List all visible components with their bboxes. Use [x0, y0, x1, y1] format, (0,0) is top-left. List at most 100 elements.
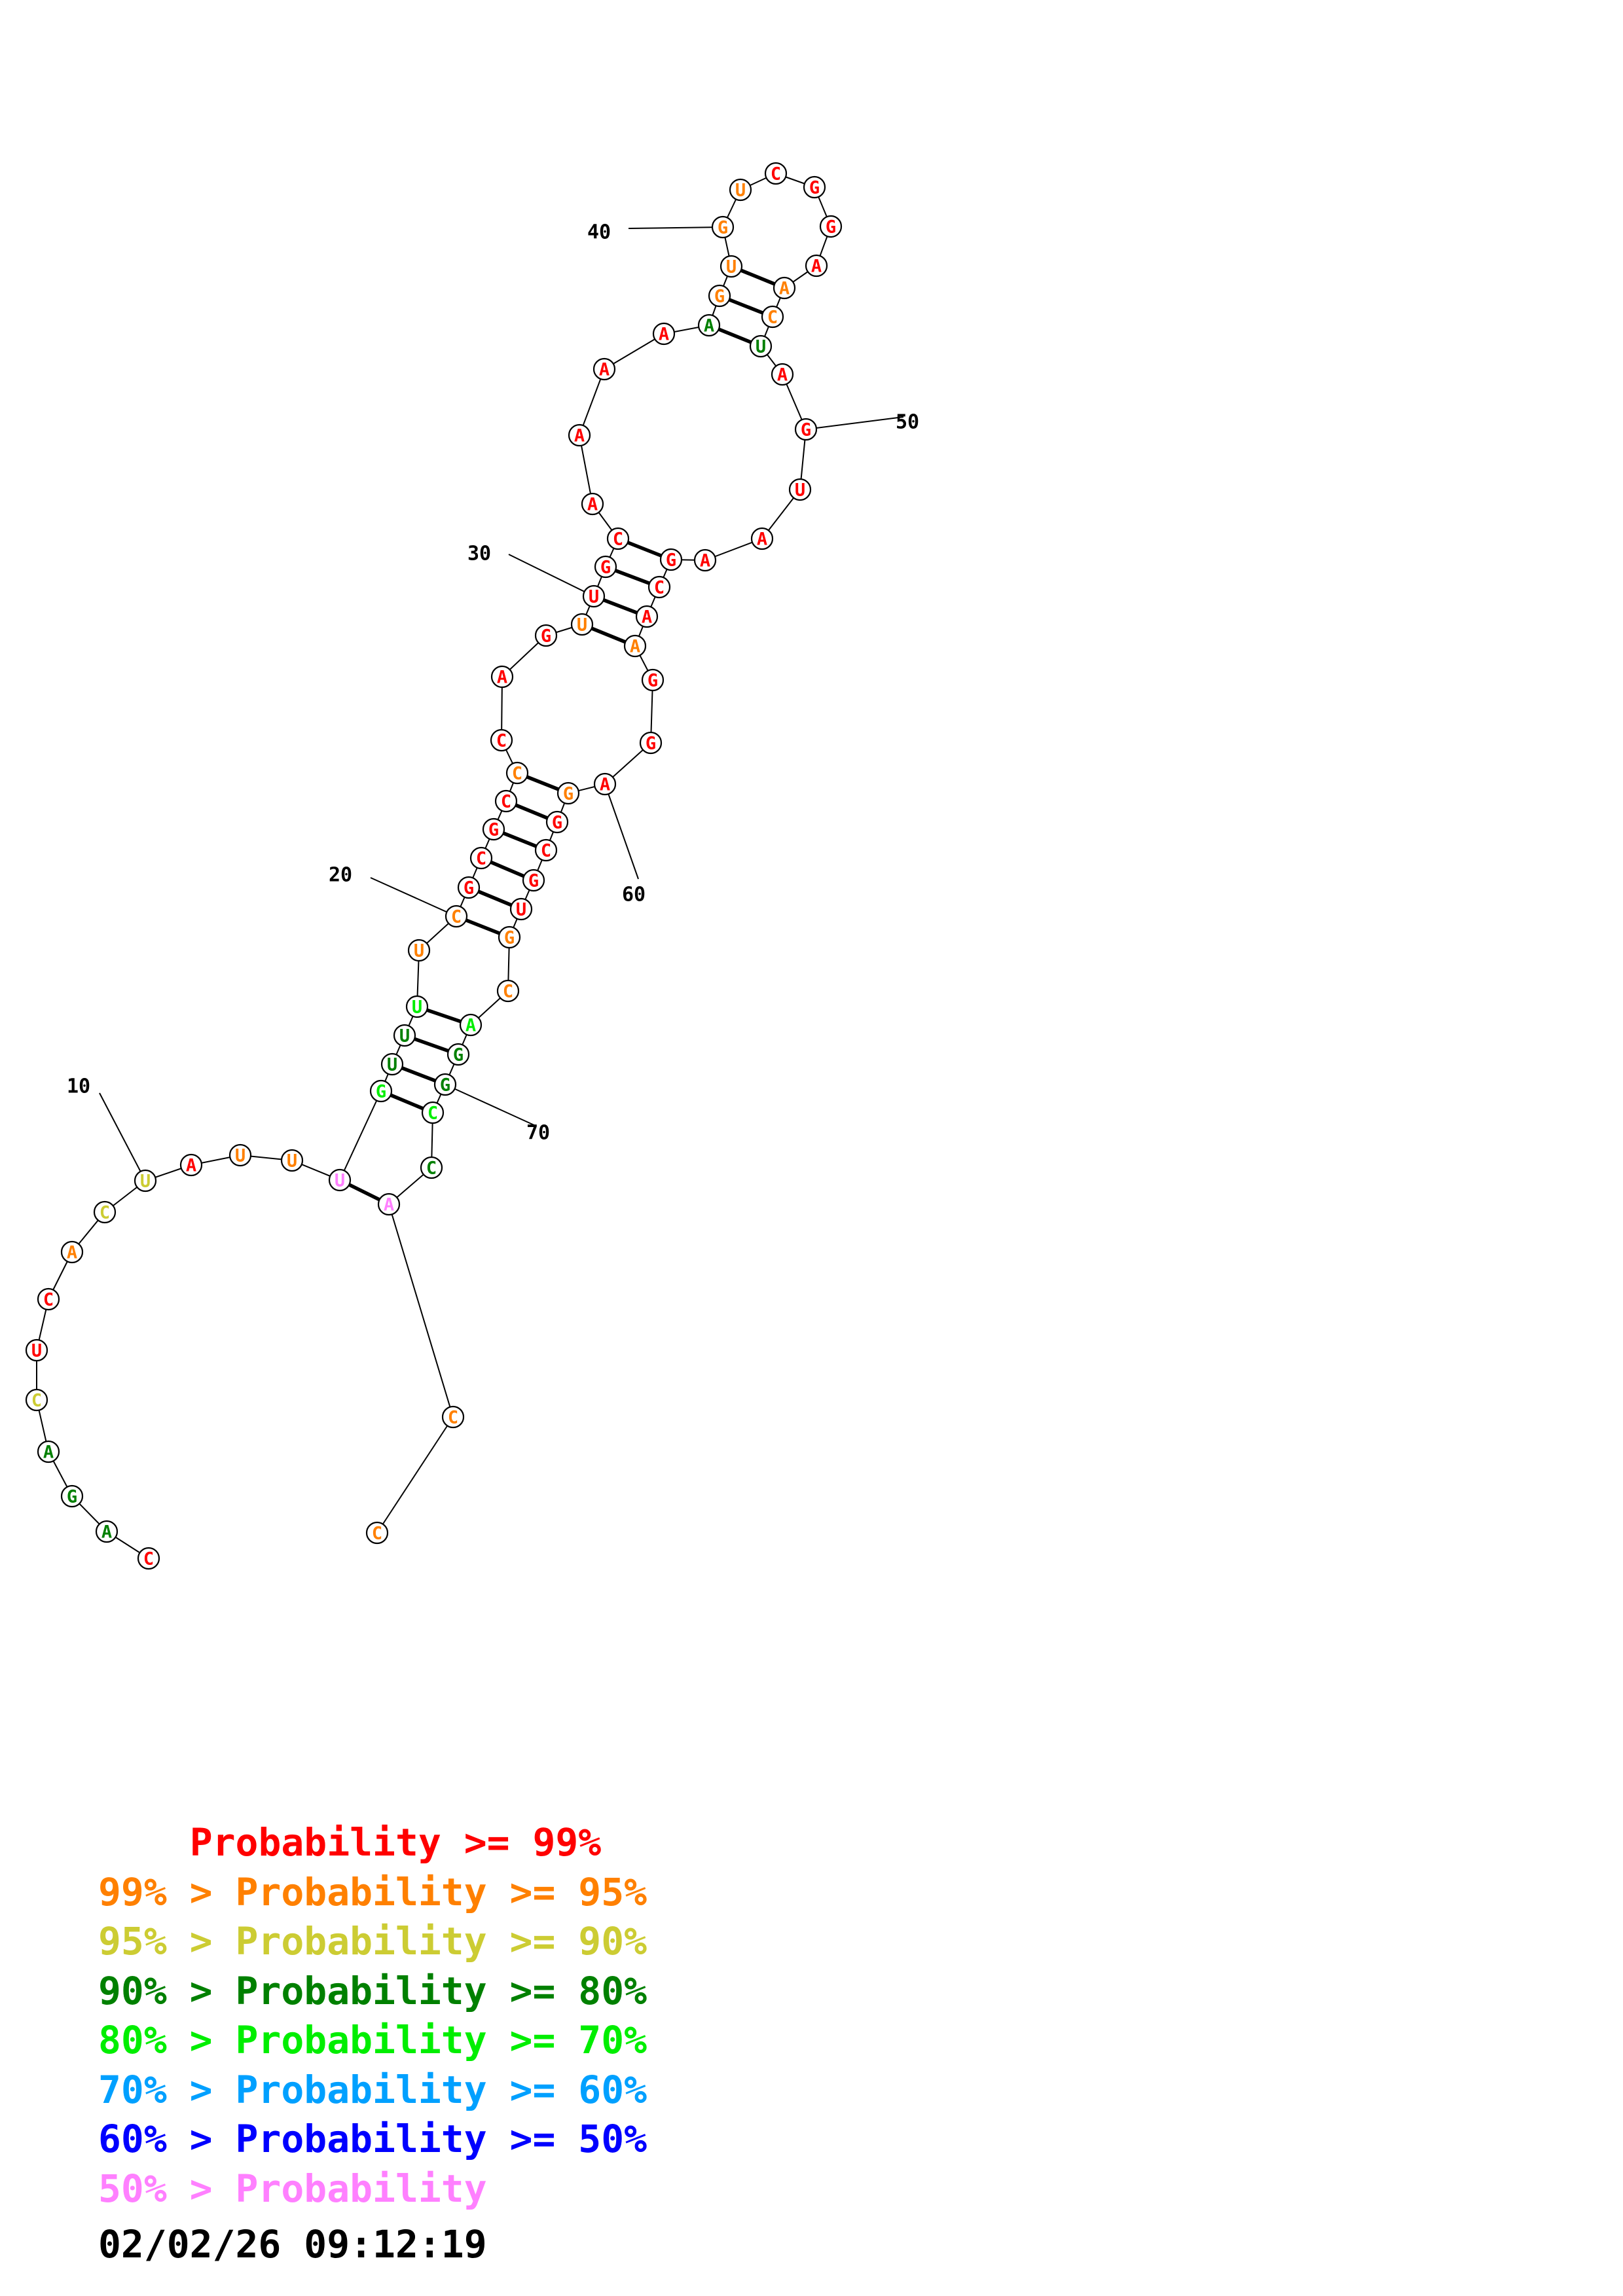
nucleotide-circle [693, 548, 717, 572]
nucleotide-circle [641, 668, 665, 692]
nucleotide-circle [494, 789, 518, 813]
nucleotide-42: C [764, 162, 788, 185]
nucleotide-circle [761, 305, 784, 329]
nucleotide-base: A [777, 365, 788, 386]
nucleotide-circle [803, 175, 826, 199]
nucleotide-circle [819, 215, 843, 238]
nucleotide-44: G [819, 215, 843, 238]
nucleotide-base: G [67, 1487, 77, 1507]
nucleotide-circle [697, 314, 721, 337]
nucleotide-base: A [757, 529, 767, 550]
base-pair-bond [515, 803, 549, 820]
index-ticks-layer: 10 20 30 40 50 60 70 [67, 221, 919, 1181]
nucleotide-38: G [708, 284, 731, 308]
nucleotide-circle [788, 478, 812, 501]
nucleotide-base: A [642, 607, 652, 628]
nucleotide-circle [37, 1440, 60, 1463]
index-tick [370, 877, 457, 917]
nucleotide-circle [647, 575, 671, 599]
nucleotide-7: C [37, 1287, 60, 1311]
nucleotide-base: G [809, 178, 820, 198]
nucleotide-14: U [328, 1168, 352, 1192]
nucleotide-base: C [428, 1103, 438, 1124]
index-tick [508, 554, 594, 597]
nucleotide-50: G [794, 418, 818, 441]
nucleotide-8: A [60, 1240, 84, 1264]
backbone-segment [388, 1204, 454, 1418]
nucleotide-9: C [93, 1200, 117, 1224]
nucleotide-base: U [287, 1151, 297, 1172]
nucleotide-23: G [482, 817, 505, 841]
nucleotide-base: U [577, 615, 587, 636]
nucleotide-circle [179, 1153, 203, 1177]
nucleotide-circle [469, 846, 493, 870]
nucleotide-3: G [60, 1484, 84, 1508]
nucleotide-73: A [377, 1193, 401, 1216]
nucleotide-circle [750, 527, 774, 550]
legend-row: 80% > Probability >= 70% [98, 2016, 647, 2066]
nucleotide-circle [773, 276, 796, 300]
base-pair-bond [728, 298, 764, 315]
nucleotide-base: G [801, 420, 811, 440]
nucleotide-circle [377, 1193, 401, 1216]
nucleotide-base: U [589, 587, 599, 607]
legend-prefix: 99% > [98, 1869, 236, 1914]
nucleotide-19: U [407, 939, 431, 962]
nucleotide-36: A [652, 322, 676, 346]
nucleotide-71: C [421, 1101, 445, 1124]
nucleotide-circle [570, 613, 594, 636]
nucleotide-circle [421, 1101, 445, 1124]
nucleotide-base: U [335, 1171, 345, 1191]
nucleotide-base: G [563, 784, 574, 804]
nucleotide-base: U [726, 257, 737, 278]
nucleotide-base: U [735, 181, 746, 201]
backbone-segment [579, 435, 593, 505]
nucleotide-35: A [593, 357, 616, 381]
nucleotide-base: G [376, 1082, 386, 1102]
nucleotide-circle [534, 838, 558, 862]
legend-row: 50% > Probability [98, 2164, 647, 2214]
nucleotide-circle [659, 548, 683, 571]
legend-prefix: 70% > [98, 2067, 236, 2112]
nucleotide-base: A [384, 1195, 394, 1215]
nucleotide-58: G [641, 668, 665, 692]
nucleotide-28: G [534, 624, 558, 647]
nucleotide-circle [280, 1149, 304, 1172]
nucleotide-2: A [95, 1520, 119, 1543]
nucleotide-16: U [380, 1052, 404, 1076]
nucleotide-circle [482, 817, 505, 841]
nucleotide-circle [25, 1338, 48, 1362]
legend-range: Probability [235, 2166, 487, 2211]
nucleotide-41: U [729, 178, 752, 202]
nucleotide-base: G [666, 550, 676, 571]
backbone-segment [604, 333, 665, 370]
nucleotide-34: A [568, 423, 591, 447]
nucleotide-base: U [235, 1146, 246, 1166]
nucleotide-20: C [445, 905, 468, 928]
index-label: 50 [896, 411, 919, 434]
nucleotide-base: C [143, 1549, 154, 1570]
nucleotide-circle [496, 979, 520, 1003]
legend-range: Probability >= 80% [235, 1968, 647, 2013]
nucleotide-75: C [365, 1521, 389, 1545]
nucleotide-circle [420, 1156, 443, 1179]
nucleotide-21: G [457, 876, 481, 899]
nucleotide-circle [711, 215, 735, 239]
nucleotide-circle [534, 624, 558, 647]
nucleotide-circle [134, 1169, 157, 1193]
nucleotide-base: C [613, 529, 623, 550]
nucleotide-base: A [600, 775, 610, 795]
nucleotide-circle [60, 1240, 84, 1264]
nucleotide-base: C [31, 1391, 42, 1411]
nucleotide-base: A [465, 1016, 476, 1036]
nucleotide-base: C [512, 764, 522, 784]
nucleotide-base: A [599, 360, 610, 380]
nucleotide-base: G [647, 671, 658, 691]
index-label: 10 [67, 1075, 90, 1098]
legend-range: Probability >= 50% [235, 2117, 647, 2161]
nucleotide-11: A [179, 1153, 203, 1177]
legend-range: Probability >= 60% [235, 2067, 647, 2112]
nucleotide-49: A [771, 363, 794, 386]
nucleotide-66: G [498, 925, 521, 949]
nucleotide-base: U [414, 941, 424, 961]
